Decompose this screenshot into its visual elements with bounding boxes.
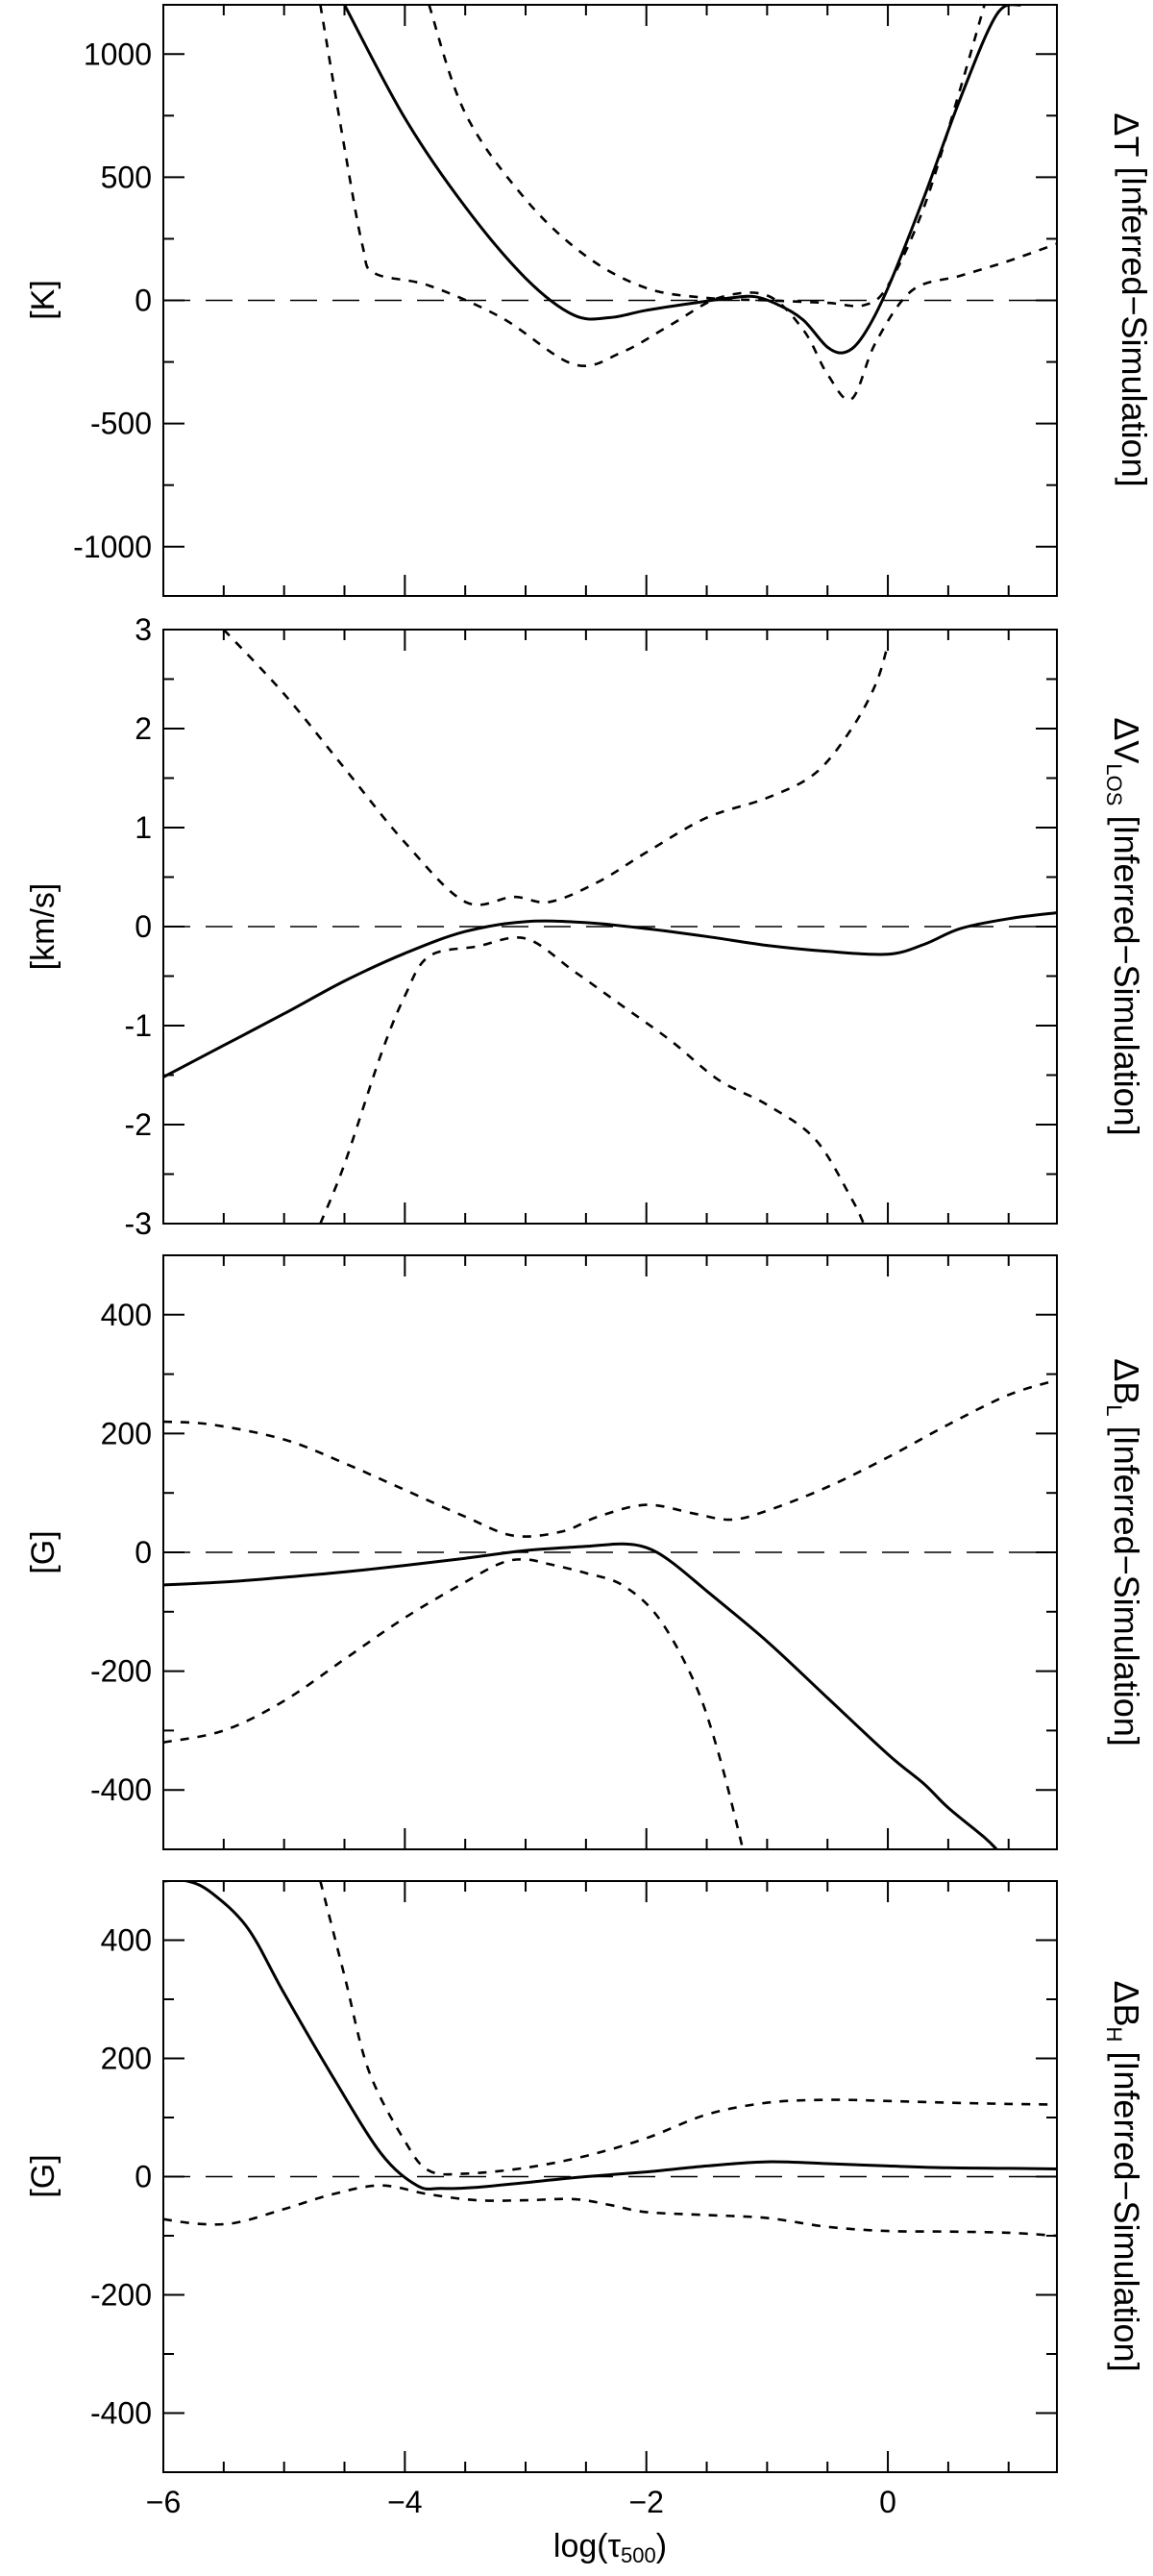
y-tick-label: 2 bbox=[135, 711, 152, 746]
title-rest-velocity: [Inferred−Simulation] bbox=[1107, 815, 1146, 1135]
series-lower-line bbox=[319, 936, 866, 1224]
x-axis-label: log(τ500) bbox=[553, 2528, 667, 2567]
title-main-temperature: ΔT bbox=[1107, 112, 1146, 157]
title-rest-temperature: [Inferred−Simulation] bbox=[1115, 166, 1153, 486]
panel-temperature: -1000 -500 0 500 1000 [K] ΔT [Inferred−Simula… bbox=[25, 4, 1153, 597]
panel-title-temperature: ΔT [Inferred−Simulation] bbox=[1107, 112, 1153, 486]
ylabel-velocity: [km/s] bbox=[25, 883, 61, 971]
panel-longitudinal-field: -400 -200 0 200 400 [G] ΔBL [Inferred−Simulat… bbox=[25, 1254, 1146, 1850]
series-temperature bbox=[319, 5, 1057, 402]
ylabel-longitudinal-field: [G] bbox=[25, 1530, 61, 1573]
series-lower-line bbox=[163, 2184, 1057, 2238]
yticks-velocity: -3 -2 -1 0 1 2 3 bbox=[125, 612, 1057, 1241]
xticks-longitudinal-field bbox=[162, 1255, 1010, 1849]
series-upper-line bbox=[222, 630, 890, 906]
title-sub-longitudinal-field: L bbox=[1102, 1404, 1126, 1416]
y-tick-label: 0 bbox=[135, 284, 152, 318]
x-tick-label: −4 bbox=[387, 2485, 422, 2519]
y-tick-label: -1000 bbox=[73, 530, 152, 564]
y-tick-label: -500 bbox=[90, 407, 152, 441]
y-tick-label: -2 bbox=[125, 1107, 152, 1142]
x-axis-label-sub: 500 bbox=[621, 2543, 656, 2567]
y-tick-label: -1 bbox=[125, 1008, 152, 1043]
title-main-horizontal-field: ΔB bbox=[1107, 1980, 1146, 2026]
title-main-velocity: ΔV bbox=[1107, 717, 1146, 763]
series-upper-line bbox=[428, 5, 986, 308]
y-tick-label: 400 bbox=[101, 1923, 152, 1958]
xticks-horizontal-field: −6 −4 −2 0 bbox=[146, 1881, 1010, 2519]
y-tick-label: -200 bbox=[90, 1654, 152, 1689]
series-mean-line bbox=[163, 911, 1057, 1078]
panel-title-longitudinal-field: ΔBL [Inferred−Simulation] bbox=[1102, 1358, 1146, 1746]
y-tick-label: 200 bbox=[101, 1416, 152, 1450]
series-lower-line bbox=[319, 5, 1057, 402]
series-lower-line bbox=[163, 1558, 745, 1849]
yticks-longitudinal-field: -400 -200 0 200 400 bbox=[90, 1254, 1057, 1850]
y-tick-label: 3 bbox=[135, 612, 152, 647]
y-tick-label: 500 bbox=[101, 160, 152, 194]
y-tick-label: 400 bbox=[101, 1298, 152, 1332]
series-upper-line bbox=[163, 1378, 1057, 1538]
y-tick-label: 200 bbox=[101, 2042, 152, 2076]
y-tick-label: 1 bbox=[135, 810, 152, 845]
y-tick-label: -400 bbox=[90, 1772, 152, 1807]
x-axis-label-end: ) bbox=[656, 2528, 667, 2564]
title-sub-horizontal-field: H bbox=[1102, 2026, 1126, 2042]
ylabel-horizontal-field: [G] bbox=[25, 2154, 61, 2197]
yticks-temperature: -1000 -500 0 500 1000 bbox=[73, 37, 1057, 564]
y-tick-label: 1000 bbox=[84, 37, 152, 71]
title-sub-velocity: LOS bbox=[1102, 763, 1126, 805]
y-tick-label: 0 bbox=[135, 1535, 152, 1570]
panel-title-horizontal-field: ΔBH [Inferred−Simulation] bbox=[1102, 1980, 1146, 2371]
panel-velocity: -3 -2 -1 0 1 2 3 [km/s] ΔVLOS [Inferred−Simulat… bbox=[25, 612, 1146, 1241]
y-tick-label: -3 bbox=[125, 1206, 152, 1241]
panel-horizontal-field: -400 -200 0 200 400 −6 −4 −2 0 [G] ΔBH [Inferred… bbox=[25, 1880, 1146, 2567]
x-tick-label: −2 bbox=[628, 2485, 663, 2519]
title-main-longitudinal-field: ΔB bbox=[1107, 1358, 1146, 1404]
y-tick-label: 0 bbox=[135, 909, 152, 944]
series-horizontal-field bbox=[163, 1881, 1057, 2238]
series-longitudinal-field bbox=[163, 1378, 1057, 1849]
xticks-temperature bbox=[162, 5, 1010, 596]
panel-title-velocity: ΔVLOS [Inferred−Simulation] bbox=[1102, 717, 1146, 1135]
series-mean-line bbox=[163, 1881, 1057, 2191]
title-rest-longitudinal-field: [Inferred−Simulation] bbox=[1107, 1426, 1146, 1746]
y-tick-label: 0 bbox=[135, 2160, 152, 2194]
x-tick-label: −6 bbox=[146, 2485, 181, 2519]
y-tick-label: -400 bbox=[90, 2396, 152, 2431]
y-tick-label: -200 bbox=[90, 2278, 152, 2313]
ylabel-temperature: [K] bbox=[25, 280, 61, 320]
yticks-horizontal-field: -400 -200 0 200 400 bbox=[90, 1880, 1057, 2473]
title-rest-horizontal-field: [Inferred−Simulation] bbox=[1107, 2051, 1146, 2371]
series-velocity bbox=[163, 630, 1057, 1224]
xticks-velocity bbox=[162, 630, 1010, 1224]
x-axis-label-main: log(τ bbox=[553, 2528, 622, 2564]
series-mean-line bbox=[163, 1542, 998, 1849]
series-upper-line bbox=[319, 1881, 1057, 2176]
x-tick-label: 0 bbox=[879, 2485, 896, 2519]
